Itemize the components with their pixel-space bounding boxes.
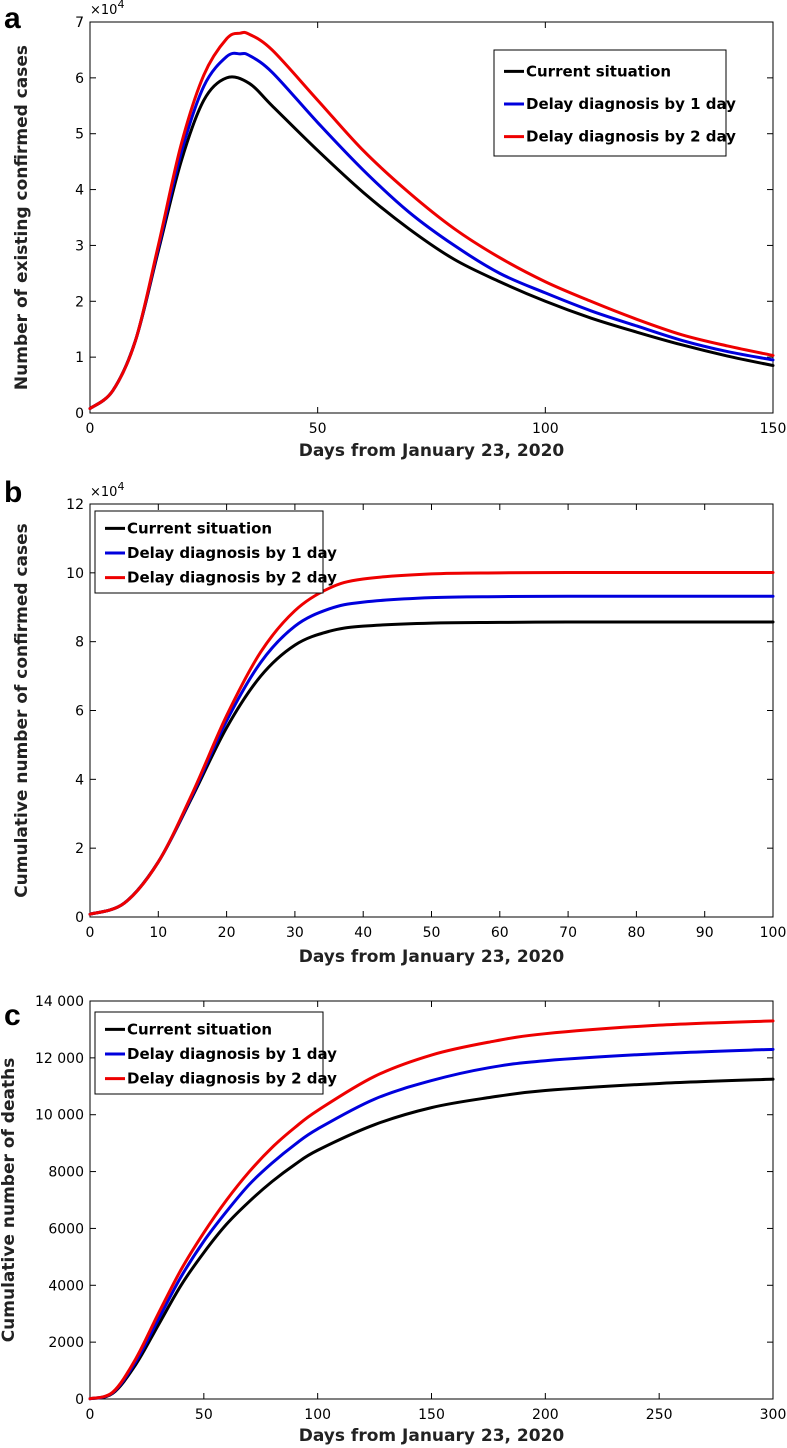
y-tick-label: 6 xyxy=(75,71,84,87)
legend-frame xyxy=(94,1011,324,1095)
y-tick-label: 10 xyxy=(66,566,84,582)
panel-letter: c xyxy=(4,999,21,1032)
y-tick-label: 3 xyxy=(75,238,84,254)
y-tick-label: 0 xyxy=(75,406,84,422)
series-delay-1-day-line xyxy=(88,594,775,916)
y-axis-label: Cumulative number of confirmed cases xyxy=(12,523,32,898)
y-multiplier-exponent: 4 xyxy=(117,0,124,11)
y-multiplier-label: ×104 xyxy=(90,0,124,18)
series-current-situation-line xyxy=(88,1077,775,1401)
x-tick-label: 0 xyxy=(86,925,95,941)
series-current-situation-line xyxy=(88,620,775,916)
x-tick-label: 200 xyxy=(532,1407,559,1423)
y-tick-label: 10 000 xyxy=(35,1108,84,1124)
x-tick-label: 20 xyxy=(218,925,236,941)
x-tick-label: 50 xyxy=(309,421,327,437)
y-tick-label: 0 xyxy=(75,910,84,926)
legend: Current situation Delay diagnosis by 1 da… xyxy=(94,510,337,594)
x-tick-label: 250 xyxy=(646,1407,673,1423)
y-tick-label: 7 xyxy=(75,15,84,31)
y-tick-label: 6000 xyxy=(48,1221,84,1237)
y-tick-label: 2000 xyxy=(48,1335,84,1351)
legend-frame xyxy=(493,49,727,157)
x-tick-label: 50 xyxy=(423,925,441,941)
legend-label: Current situation xyxy=(526,62,671,80)
legend-label: Current situation xyxy=(127,1020,272,1038)
y-tick-label: 12 000 xyxy=(35,1051,84,1067)
y-tick-label: 1 xyxy=(75,350,84,366)
legend-label: Current situation xyxy=(127,519,272,537)
y-axis-label: Number of existing confirmed cases xyxy=(12,45,32,390)
y-tick-label: 8000 xyxy=(48,1165,84,1181)
x-axis-label: Days from January 23, 2020 xyxy=(299,947,565,967)
legend-label: Delay diagnosis by 1 day xyxy=(526,95,736,113)
legend-label: Delay diagnosis by 1 day xyxy=(127,1045,337,1063)
y-tick-label: 2 xyxy=(75,294,84,310)
x-tick-label: 100 xyxy=(304,1407,331,1423)
y-multiplier-label: ×104 xyxy=(90,480,124,500)
plot-area-frame xyxy=(89,21,774,414)
x-tick-label: 100 xyxy=(532,421,559,437)
panel-letter: a xyxy=(4,2,21,35)
series-delay-1-day-line xyxy=(88,1047,775,1401)
y-tick-label: 6 xyxy=(75,704,84,720)
x-tick-label: 70 xyxy=(559,925,577,941)
series-delay-2-day-line xyxy=(88,1019,775,1401)
legend: Current situation Delay diagnosis by 1 da… xyxy=(94,1011,337,1095)
y-tick-label: 2 xyxy=(75,841,84,857)
y-tick-label: 4 xyxy=(75,183,84,199)
legend-label: Delay diagnosis by 2 day xyxy=(127,1070,337,1088)
legend-label: Delay diagnosis by 2 day xyxy=(127,569,337,587)
x-tick-label: 60 xyxy=(491,925,509,941)
panel-letter: b xyxy=(4,476,22,509)
series-delay-2-day-line xyxy=(88,570,775,916)
x-tick-label: 150 xyxy=(760,421,787,437)
y-multiplier-exponent: 4 xyxy=(117,480,124,493)
x-axis-label: Days from January 23, 2020 xyxy=(299,1426,565,1446)
y-tick-label: 12 xyxy=(66,497,84,513)
legend-frame xyxy=(94,510,324,594)
y-tick-label: 4 xyxy=(75,772,84,788)
x-axis-label: Days from January 23, 2020 xyxy=(299,441,565,461)
x-tick-label: 0 xyxy=(86,1407,95,1423)
legend: Current situation Delay diagnosis by 1 da… xyxy=(493,49,736,157)
y-axis-label: Cumulative number of deaths xyxy=(0,1058,19,1343)
legend-label: Delay diagnosis by 1 day xyxy=(127,544,337,562)
x-tick-label: 100 xyxy=(760,925,787,941)
y-tick-label: 0 xyxy=(75,1392,84,1408)
x-tick-label: 150 xyxy=(418,1407,445,1423)
chart-panel-c: c 0 50 100 150 200 250 300 0 2000 4000 6000 8000 10 0… xyxy=(0,994,786,1446)
y-tick-label: 4000 xyxy=(48,1278,84,1294)
chart-panel-a: a 0 50 100 150 0 1 2 3 4 5 6 7 ×104 Days from January … xyxy=(4,0,786,461)
x-tick-label: 10 xyxy=(149,925,167,941)
y-tick-label: 8 xyxy=(75,635,84,651)
chart-panel-b: b 0 10 20 30 40 50 60 70 80 90 100 0 2 4 6 8 10 12 ×104 Days… xyxy=(4,476,786,967)
y-tick-label: 14 000 xyxy=(35,994,84,1010)
x-tick-label: 50 xyxy=(195,1407,213,1423)
x-tick-label: 30 xyxy=(286,925,304,941)
x-tick-label: 40 xyxy=(354,925,372,941)
y-tick-label: 5 xyxy=(75,127,84,143)
x-tick-label: 300 xyxy=(760,1407,787,1423)
x-tick-label: 90 xyxy=(696,925,714,941)
series-delay-2-day-line xyxy=(88,30,775,411)
x-tick-label: 80 xyxy=(627,925,645,941)
legend-label: Delay diagnosis by 2 day xyxy=(526,128,736,146)
x-tick-label: 0 xyxy=(86,421,95,437)
